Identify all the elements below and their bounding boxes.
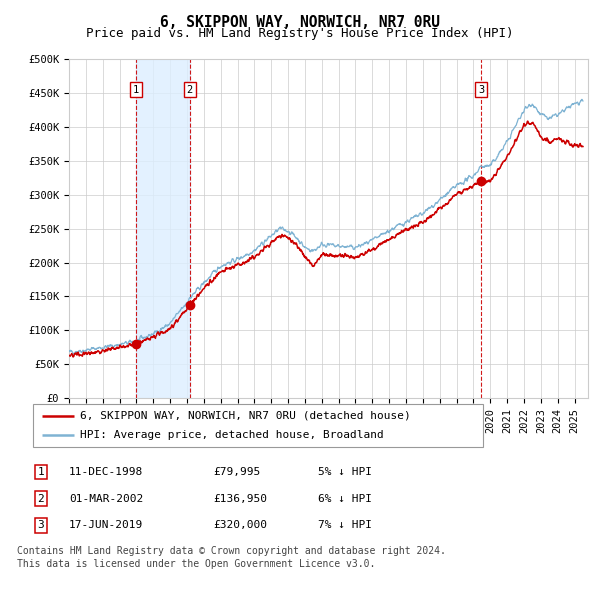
Text: 1: 1 bbox=[37, 467, 44, 477]
Text: 11-DEC-1998: 11-DEC-1998 bbox=[69, 467, 143, 477]
Text: £136,950: £136,950 bbox=[213, 494, 267, 503]
Text: 6, SKIPPON WAY, NORWICH, NR7 0RU (detached house): 6, SKIPPON WAY, NORWICH, NR7 0RU (detach… bbox=[80, 411, 411, 421]
Text: 7% ↓ HPI: 7% ↓ HPI bbox=[318, 520, 372, 530]
Text: This data is licensed under the Open Government Licence v3.0.: This data is licensed under the Open Gov… bbox=[17, 559, 375, 569]
Text: HPI: Average price, detached house, Broadland: HPI: Average price, detached house, Broa… bbox=[80, 430, 384, 440]
Text: 6, SKIPPON WAY, NORWICH, NR7 0RU: 6, SKIPPON WAY, NORWICH, NR7 0RU bbox=[160, 15, 440, 30]
Text: 3: 3 bbox=[37, 520, 44, 530]
Text: 5% ↓ HPI: 5% ↓ HPI bbox=[318, 467, 372, 477]
Text: 3: 3 bbox=[478, 84, 484, 94]
Text: 2: 2 bbox=[37, 494, 44, 503]
Text: 01-MAR-2002: 01-MAR-2002 bbox=[69, 494, 143, 503]
Text: 17-JUN-2019: 17-JUN-2019 bbox=[69, 520, 143, 530]
Text: Price paid vs. HM Land Registry's House Price Index (HPI): Price paid vs. HM Land Registry's House … bbox=[86, 27, 514, 40]
Text: Contains HM Land Registry data © Crown copyright and database right 2024.: Contains HM Land Registry data © Crown c… bbox=[17, 546, 446, 556]
Text: £79,995: £79,995 bbox=[213, 467, 260, 477]
Text: 1: 1 bbox=[133, 84, 139, 94]
Text: £320,000: £320,000 bbox=[213, 520, 267, 530]
FancyBboxPatch shape bbox=[33, 404, 483, 447]
Text: 2: 2 bbox=[187, 84, 193, 94]
Text: 6% ↓ HPI: 6% ↓ HPI bbox=[318, 494, 372, 503]
